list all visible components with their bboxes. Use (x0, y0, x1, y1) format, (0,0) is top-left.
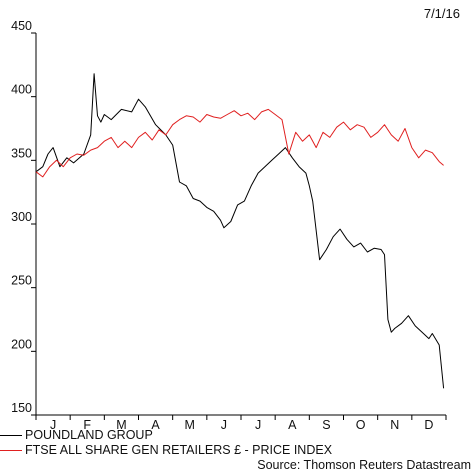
x-tick-label-6: J (255, 418, 261, 432)
x-tick-label-0: J (50, 418, 56, 432)
series-line-poundland (35, 73, 445, 389)
y-tick-label-450: 450 (11, 19, 32, 33)
y-tick-label-300: 300 (11, 210, 32, 224)
legend-swatch-poundland (0, 435, 22, 436)
x-tick-label-5: J (221, 418, 227, 432)
x-tick-label-2: M (116, 418, 126, 432)
legend-label-poundland: POUNDLAND GROUP (25, 428, 153, 442)
x-tick-label-11: D (424, 418, 433, 432)
x-tick-label-1: F (83, 418, 91, 432)
source-label: Source: Thomson Reuters Datastream (257, 458, 471, 472)
y-tick-label-250: 250 (11, 274, 32, 288)
y-tick-label-400: 400 (11, 83, 32, 97)
series-layer (35, 73, 445, 389)
y-tick-label-350: 350 (11, 146, 32, 160)
x-tick-label-8: S (322, 418, 330, 432)
chart-axes: 150 200 250 300 350 400 450 J F M A M J J A S O N D (11, 19, 447, 432)
x-tick-label-9: O (356, 418, 366, 432)
x-tick-label-10: N (390, 418, 399, 432)
date-label: 7/1/16 (423, 6, 460, 21)
x-tick-label-3: A (151, 418, 160, 432)
series-line-ftse (35, 108, 444, 178)
y-tick-label-200: 200 (11, 337, 32, 351)
legend-label-ftse: FTSE ALL SHARE GEN RETAILERS £ - PRICE I… (25, 443, 333, 457)
legend-swatch-ftse (0, 450, 22, 451)
y-tick-label-150: 150 (11, 401, 32, 415)
x-tick-label-4: M (185, 418, 195, 432)
x-tick-label-7: A (288, 418, 297, 432)
